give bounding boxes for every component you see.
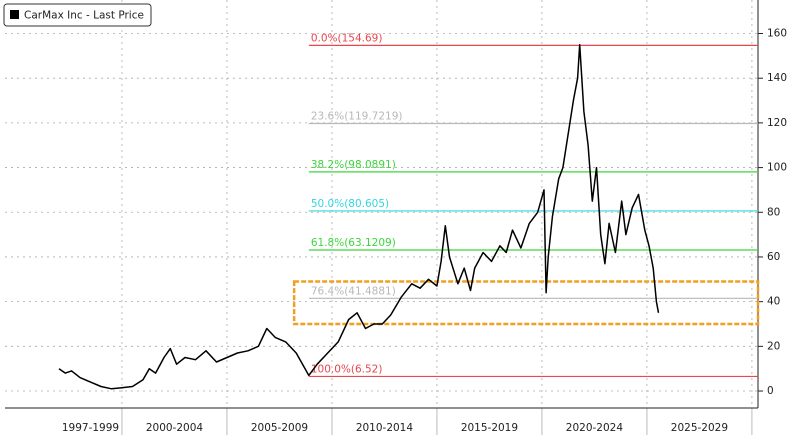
x-tick-label: 2000-2004 xyxy=(146,422,204,434)
x-tick-label: 2010-2014 xyxy=(356,422,414,434)
fib-label: 76.4%(41.4881) xyxy=(311,285,396,297)
x-tick-label: 2025-2029 xyxy=(671,422,728,434)
x-tick-label: 1997-1999 xyxy=(62,422,119,434)
fib-label: 23.6%(119.7219) xyxy=(311,111,403,123)
legend-label: CarMax Inc - Last Price xyxy=(24,10,144,22)
fib-label: 61.8%(63.1209) xyxy=(311,237,396,249)
highlight-box xyxy=(292,280,760,326)
fib-label: 100.0%(6.52) xyxy=(311,363,383,375)
legend-box xyxy=(3,3,152,27)
y-tick-label: 100 xyxy=(767,162,787,174)
y-tick-label: 160 xyxy=(767,28,787,40)
x-tick-label: 2020-2024 xyxy=(566,422,624,434)
fib-label: 0.0%(154.69) xyxy=(311,32,383,44)
fib-label: 50.0%(80.605) xyxy=(311,198,389,210)
fib-label: 38.2%(98.0891) xyxy=(311,159,396,171)
x-tick-label: 2005-2009 xyxy=(251,422,308,434)
y-tick-label: 20 xyxy=(767,340,780,352)
x-tick-label: 2015-2019 xyxy=(461,422,518,434)
y-tick-label: 40 xyxy=(767,296,780,308)
y-tick-label: 60 xyxy=(767,251,780,263)
price-line xyxy=(58,43,660,390)
y-tick-label: 0 xyxy=(767,385,774,397)
y-tick-label: 140 xyxy=(767,72,787,84)
y-tick-label: 120 xyxy=(767,117,787,129)
legend-swatch xyxy=(10,10,19,19)
y-tick-label: 80 xyxy=(767,206,780,218)
legend: CarMax Inc - Last Price xyxy=(3,3,152,27)
